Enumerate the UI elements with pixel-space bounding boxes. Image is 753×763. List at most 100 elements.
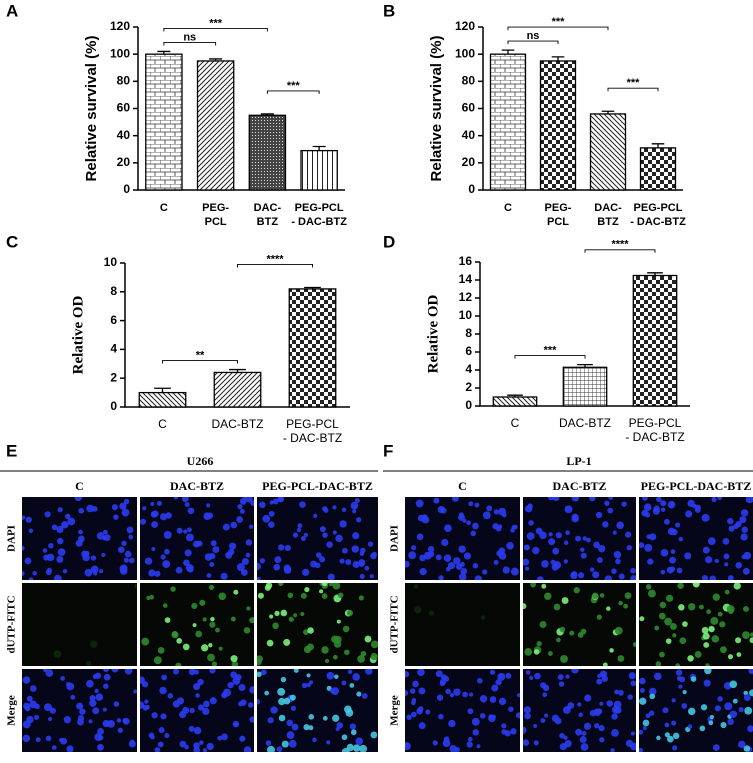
cell-nucleus — [159, 686, 167, 695]
x-tick-label-line: - DAC-BTZ — [630, 216, 686, 228]
cell-nucleus — [195, 693, 200, 698]
cell-nucleus — [302, 568, 310, 576]
cell-nucleus — [642, 497, 648, 501]
cell-nucleus — [291, 723, 299, 731]
bar — [138, 391, 187, 408]
cell-nucleus — [86, 679, 94, 688]
cell-nucleus — [476, 677, 483, 684]
cell-nucleus — [664, 732, 670, 738]
cell-nucleus — [150, 511, 158, 518]
cell-nucleus — [236, 516, 243, 523]
cell-nucleus — [28, 577, 34, 580]
cell-nucleus — [257, 658, 262, 666]
cell-nucleus — [445, 566, 451, 572]
cell-nucleus — [141, 637, 150, 646]
cell-nucleus — [197, 704, 205, 711]
cell-nucleus — [89, 699, 97, 707]
cell-nucleus — [705, 663, 710, 666]
cell-nucleus — [202, 617, 207, 622]
column-label: C — [75, 479, 84, 493]
cell-nucleus — [187, 527, 192, 533]
cell-nucleus — [433, 497, 440, 504]
cell-nucleus — [283, 566, 292, 574]
cell-nucleus — [409, 688, 416, 694]
cell-nucleus — [268, 521, 275, 528]
cell-nucleus — [743, 551, 752, 560]
cell-nucleus — [322, 532, 328, 538]
cell-nucleus — [497, 524, 503, 529]
cell-nucleus — [708, 626, 715, 633]
cell-nucleus — [671, 698, 676, 703]
cell-nucleus — [596, 614, 602, 620]
cell-nucleus — [283, 697, 291, 705]
cell-nucleus — [564, 505, 573, 514]
cell-nucleus — [427, 545, 435, 553]
cell-nucleus — [209, 561, 215, 567]
cell-nucleus — [162, 560, 171, 568]
significance-label: ** — [196, 349, 205, 361]
cell-nucleus — [639, 616, 645, 622]
cell-nucleus — [57, 537, 64, 545]
cell-nucleus — [199, 740, 204, 745]
cell-nucleus — [329, 688, 335, 694]
cell-nucleus — [342, 547, 348, 554]
cell-nucleus — [589, 567, 595, 572]
cell-nucleus — [51, 745, 57, 750]
cell-nucleus — [326, 671, 335, 680]
cell-nucleus — [260, 669, 267, 676]
cell-nucleus — [296, 527, 302, 533]
micrograph — [523, 583, 636, 666]
bar — [489, 53, 527, 191]
cell-nucleus — [653, 672, 662, 681]
cell-nucleus — [684, 552, 692, 560]
cell-nucleus — [308, 714, 315, 720]
cell-nucleus — [233, 722, 238, 727]
cell-nucleus — [482, 511, 491, 520]
cell-nucleus — [86, 660, 92, 666]
cell-nucleus — [347, 669, 353, 674]
cell-nucleus — [332, 505, 337, 510]
cell-nucleus — [259, 501, 266, 509]
cell-nucleus — [618, 573, 625, 580]
cell-nucleus — [525, 670, 531, 675]
cell-nucleus — [580, 552, 587, 559]
cell-nucleus — [140, 676, 145, 684]
cell-nucleus — [176, 527, 183, 534]
cell-nucleus — [729, 710, 738, 718]
panel-title: U266 — [187, 454, 214, 468]
cell-nucleus — [207, 653, 215, 662]
cell-nucleus — [512, 524, 518, 530]
cell-nucleus — [303, 724, 310, 731]
cell-nucleus — [614, 626, 623, 635]
cell-nucleus — [488, 714, 493, 719]
cell-nucleus — [720, 721, 727, 729]
cell-nucleus — [280, 609, 288, 617]
cell-nucleus — [274, 556, 282, 564]
cell-nucleus — [449, 693, 455, 698]
cell-nucleus — [548, 651, 553, 656]
error-bar — [651, 143, 665, 148]
cell-nucleus — [412, 680, 419, 688]
cell-nucleus — [712, 744, 720, 752]
x-tick-label-line: DAC- — [594, 202, 622, 214]
cell-nucleus — [467, 708, 474, 715]
cell-nucleus — [438, 575, 444, 580]
cell-nucleus — [675, 669, 683, 676]
cell-nucleus — [171, 631, 179, 639]
micrograph — [22, 497, 137, 580]
cell-nucleus — [334, 674, 339, 679]
cell-nucleus — [341, 734, 348, 741]
cell-nucleus — [579, 736, 587, 743]
cell-nucleus — [89, 695, 96, 702]
bar — [145, 53, 183, 191]
cell-nucleus — [272, 622, 279, 630]
cell-nucleus — [22, 734, 30, 743]
cell-nucleus — [278, 544, 285, 551]
cell-nucleus — [552, 547, 560, 555]
cell-nucleus — [319, 589, 324, 594]
error-bar — [551, 56, 565, 61]
cell-nucleus — [290, 705, 297, 711]
row-label: DAPI — [6, 525, 18, 552]
cell-nucleus — [300, 535, 306, 541]
